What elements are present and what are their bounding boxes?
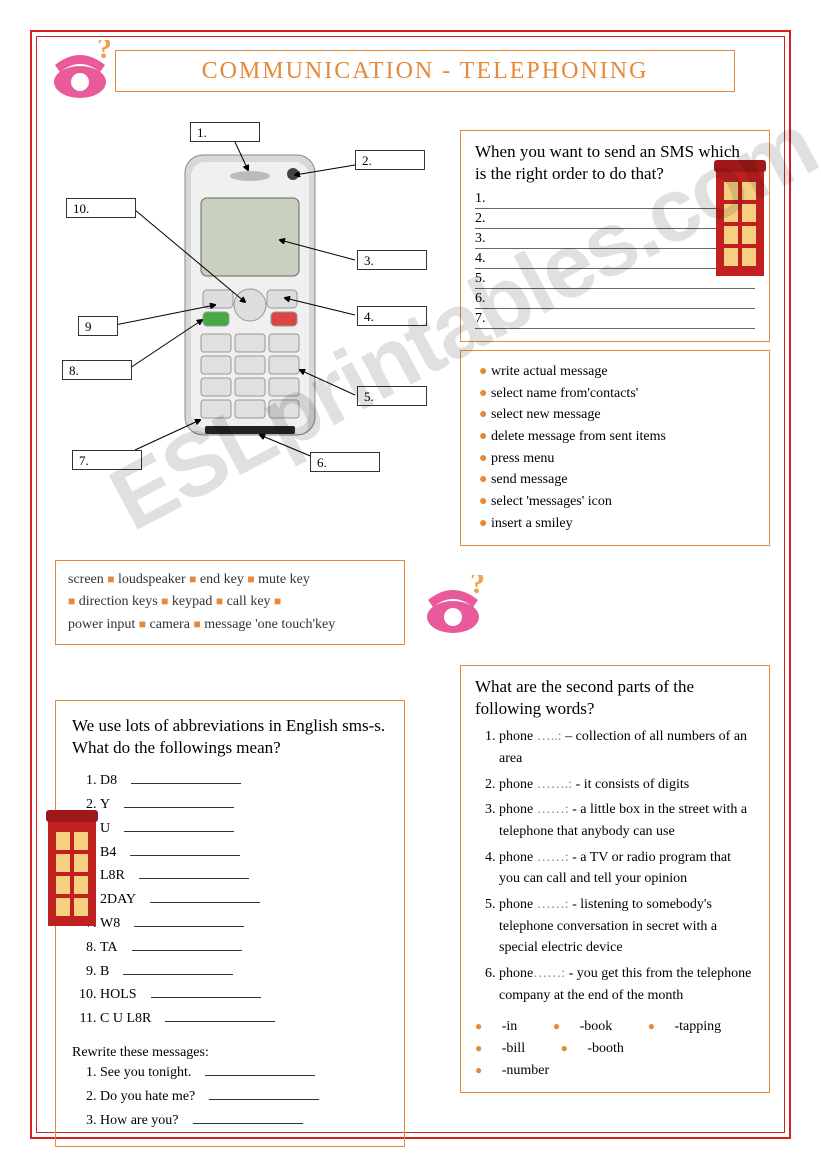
abbrev-item[interactable]: L8R [100, 864, 388, 888]
wb-item: screen [68, 572, 104, 587]
label-9[interactable]: 9 [78, 316, 118, 336]
wb-item: message 'one touch'key [204, 617, 335, 632]
compound-item[interactable]: phone ……: - a TV or radio program that y… [499, 847, 755, 890]
rewrite-item[interactable]: Do you hate me? [100, 1085, 388, 1109]
order-line[interactable]: 7. [475, 311, 755, 329]
compound-item[interactable]: phone ……: - a little box in the street w… [499, 799, 755, 842]
abbrev-item[interactable]: B4 [100, 841, 388, 865]
option-item: write actual message [479, 361, 755, 383]
label-6[interactable]: 6. [310, 452, 380, 472]
compound-item[interactable]: phone……: - you get this from the telepho… [499, 963, 755, 1006]
label-3[interactable]: 3. [357, 250, 427, 270]
wb-item: mute key [258, 572, 310, 587]
option-item: select name from'contacts' [479, 383, 755, 405]
abbrev-item[interactable]: TA [100, 936, 388, 960]
label-5[interactable]: 5. [357, 386, 427, 406]
wb-item: end key [200, 572, 244, 587]
abbrev-prompt: We use lots of abbreviations in English … [72, 715, 388, 759]
label-8[interactable]: 8. [62, 360, 132, 380]
abbreviations-box: We use lots of abbreviations in English … [55, 700, 405, 1147]
abbrev-item[interactable]: Y [100, 793, 388, 817]
label-10[interactable]: 10. [66, 198, 136, 218]
mobile-phone-illustration [175, 150, 325, 440]
label-7[interactable]: 7. [72, 450, 142, 470]
compound-item[interactable]: phone ……: - listening to somebody's tele… [499, 894, 755, 959]
abbrev-item[interactable]: U [100, 817, 388, 841]
page-title: COMMUNICATION - TELEPHONING [115, 50, 735, 92]
sms-options-box: write actual message select name from'co… [460, 350, 770, 546]
rewrite-item[interactable]: How are you? [100, 1109, 388, 1133]
wb-item: call key [227, 594, 271, 609]
phone-booth-icon [710, 160, 770, 280]
rewrite-item[interactable]: See you tonight. [100, 1061, 388, 1085]
abbrev-item[interactable]: 2DAY [100, 888, 388, 912]
option-item: select 'messages' icon [479, 491, 755, 513]
abbrev-item[interactable]: W8 [100, 912, 388, 936]
compound-item[interactable]: phone …….: - it consists of digits [499, 774, 755, 796]
rewrite-label: Rewrite these messages: [72, 1045, 388, 1061]
option-item: send message [479, 469, 755, 491]
option-item: insert a smiley [479, 513, 755, 535]
option-item: press menu [479, 448, 755, 470]
label-4[interactable]: 4. [357, 306, 427, 326]
abbrev-item[interactable]: B [100, 960, 388, 984]
svg-text:?: ? [470, 575, 485, 600]
order-line[interactable]: 6. [475, 291, 755, 309]
label-2[interactable]: 2. [355, 150, 425, 170]
phone-booth-icon [42, 810, 102, 930]
option-item: delete message from sent items [479, 426, 755, 448]
wb-item: power input [68, 617, 135, 632]
wb-item: loudspeaker [118, 572, 186, 587]
label-1[interactable]: 1. [190, 122, 260, 142]
suffix-bank: ● -in ● -book ● -tapping ● -bill ● -boot… [475, 1016, 755, 1081]
phone-parts-wordbank: screen ■ loudspeaker ■ end key ■ mute ke… [55, 560, 405, 645]
option-item: select new message [479, 404, 755, 426]
wb-item: direction keys [79, 594, 158, 609]
abbrev-item[interactable]: C U L8R [100, 1007, 388, 1031]
svg-text:?: ? [97, 40, 112, 65]
pink-phone-icon: ? [418, 575, 488, 635]
wb-item: keypad [172, 594, 212, 609]
compounds-box: What are the second parts of the followi… [460, 665, 770, 1093]
phone-diagram: 1. 2. 3. 4. 5. 6. 7. 8. 9 10. [60, 120, 450, 540]
abbrev-item[interactable]: HOLS [100, 983, 388, 1007]
pink-phone-icon: ? [45, 40, 115, 100]
wb-item: camera [150, 617, 190, 632]
compounds-prompt: What are the second parts of the followi… [475, 676, 755, 720]
compound-item[interactable]: phone …..: – collection of all numbers o… [499, 726, 755, 769]
abbrev-item[interactable]: D8 [100, 769, 388, 793]
